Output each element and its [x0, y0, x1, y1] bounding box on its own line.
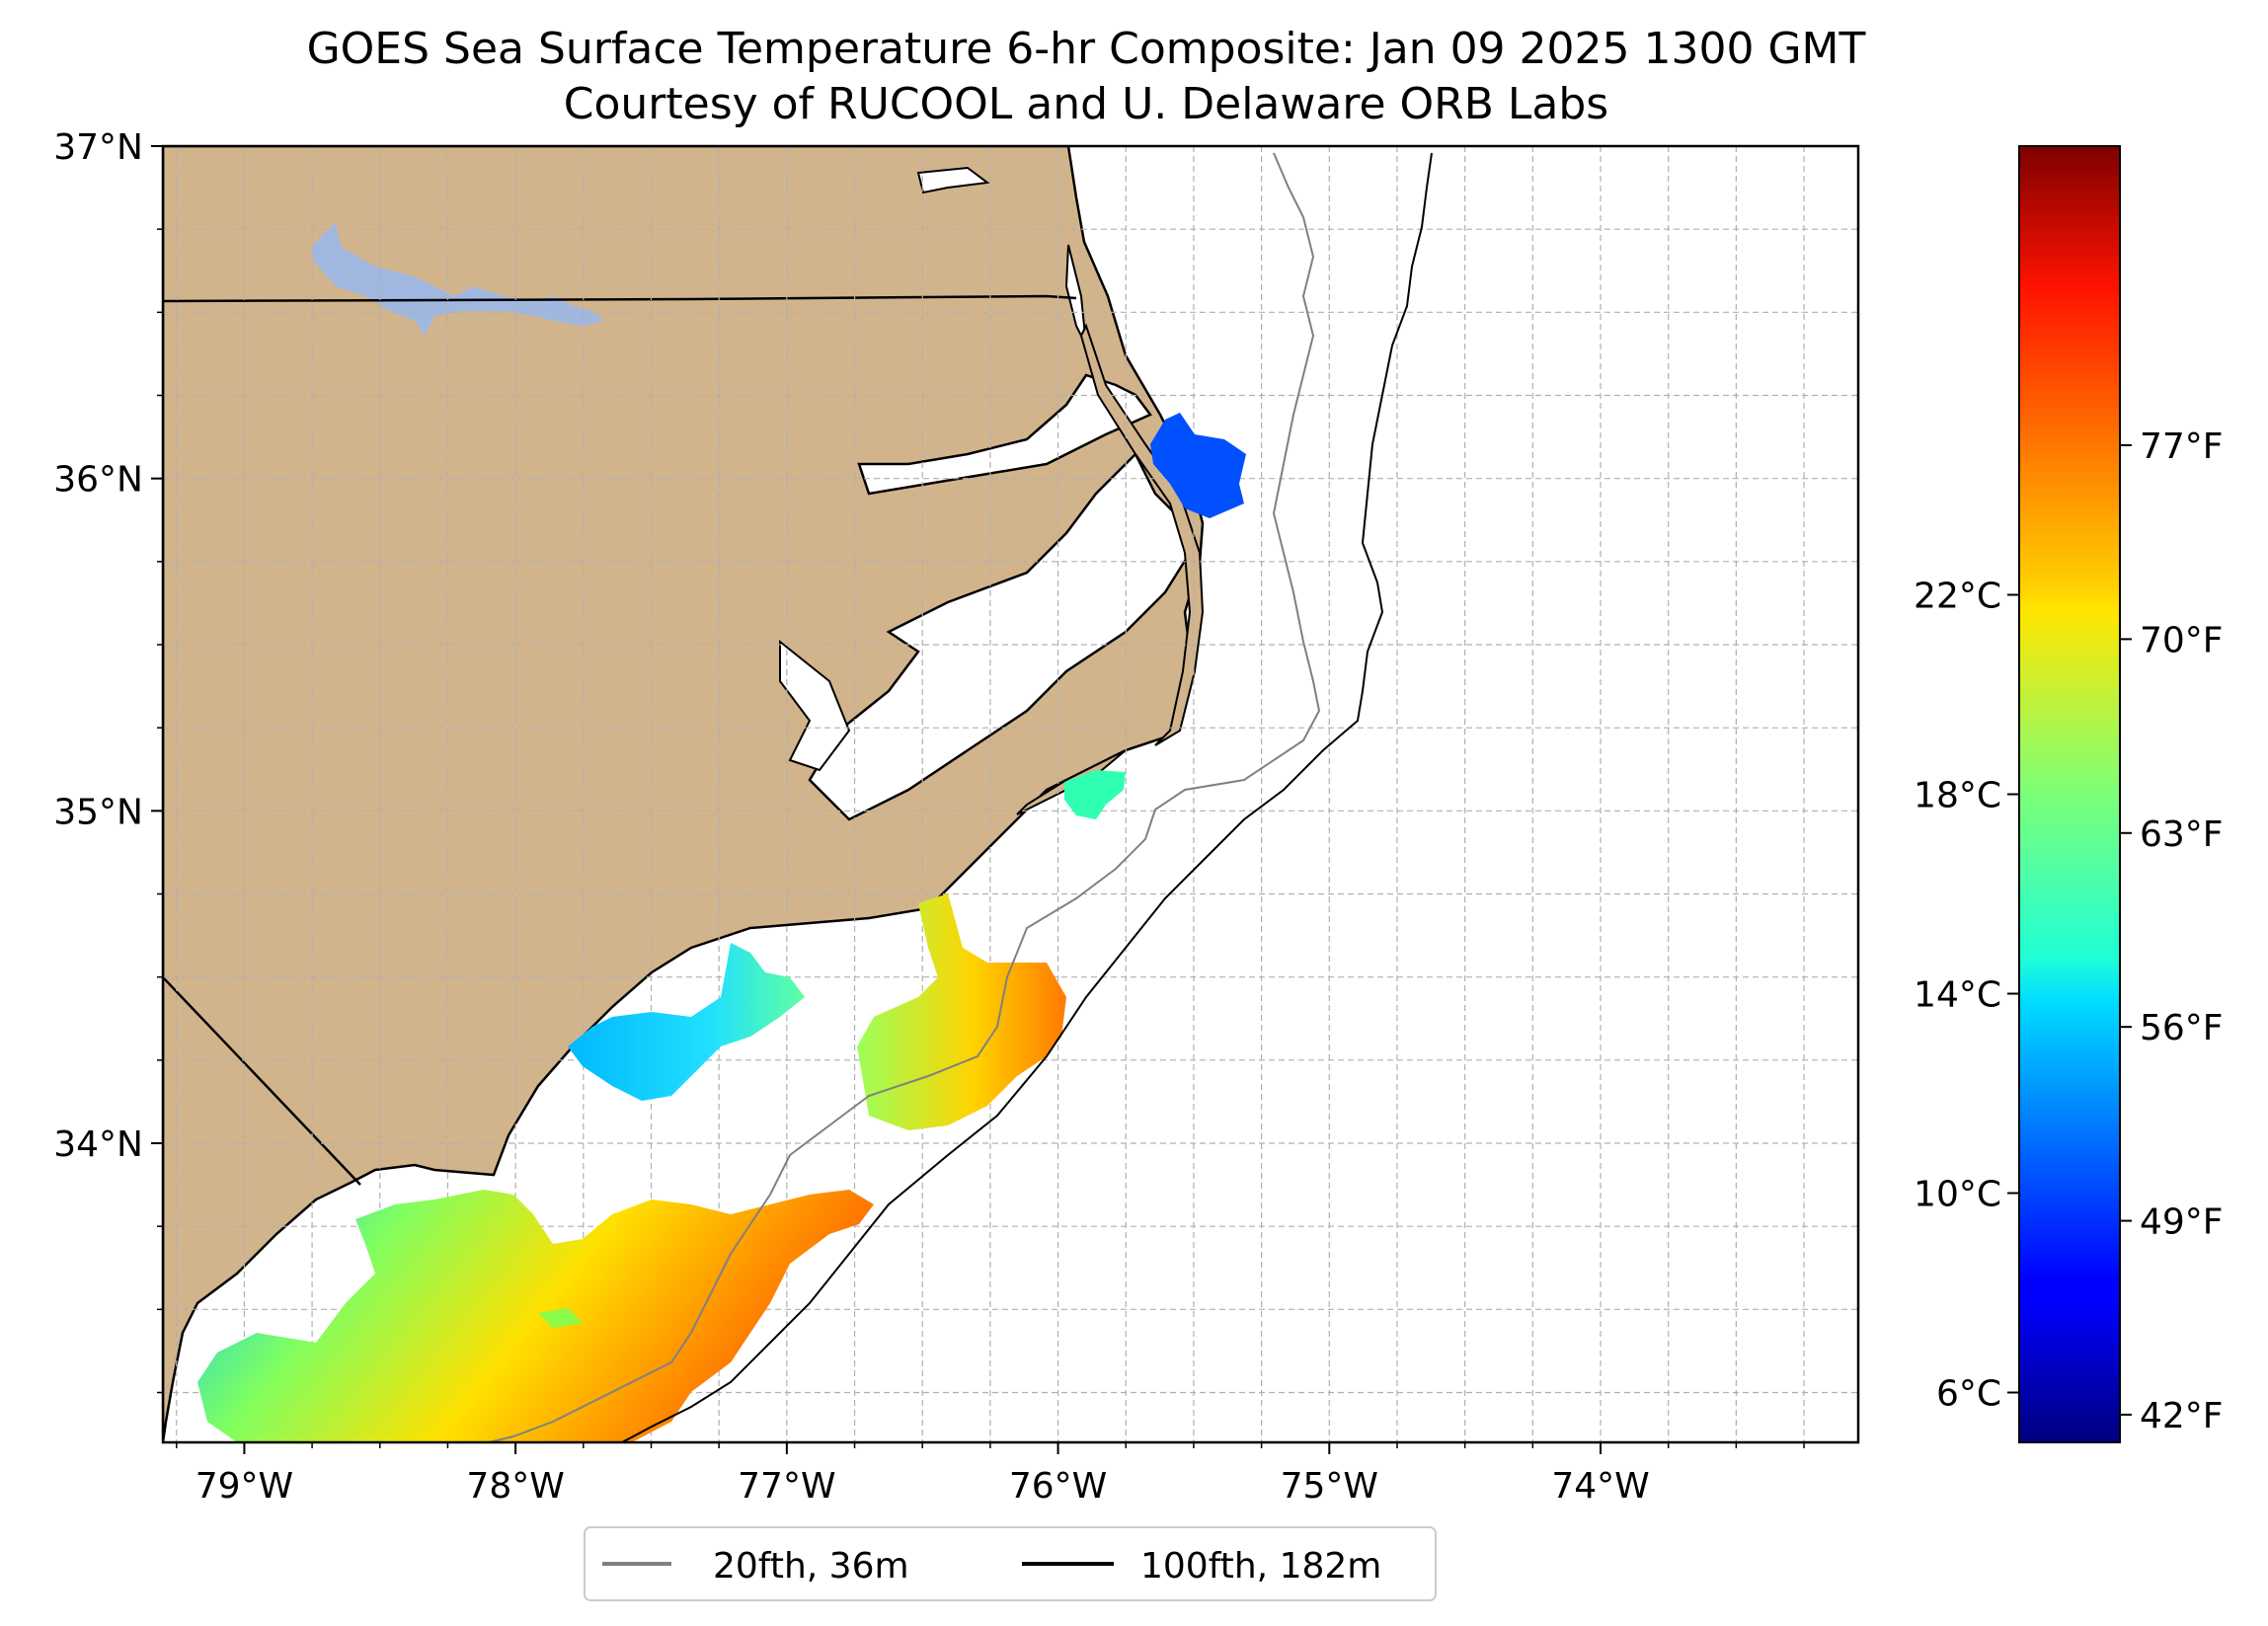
chart-subtitle: Courtesy of RUCOOL and U. Delaware ORB L… [563, 79, 1609, 129]
colorbar-celsius-label: 18°C [1914, 776, 2001, 816]
kerr-lake [311, 222, 604, 336]
isobath-20fth [488, 152, 1321, 1442]
sst-data [197, 413, 1246, 1442]
lon-tick-label: 78°W [466, 1466, 564, 1507]
colorbar-celsius-label: 22°C [1914, 577, 2001, 617]
colorbar-celsius-label: 14°C [1914, 975, 2001, 1016]
colorbar-celsius-axis: 6°C 10°C 14°C 18°C 22°C [1914, 577, 2019, 1415]
longitude-axis: 79°W 78°W 77°W 76°W 75°W 74°W [175, 1442, 1805, 1507]
lat-tick-label: 37°N [53, 127, 143, 168]
colorbar-fahrenheit-label: 49°F [2140, 1202, 2224, 1243]
state-border-nc-sc [163, 976, 361, 1186]
sst-patch-raleigh-bay [1064, 770, 1126, 819]
legend-label-20fth: 20fth, 36m [713, 1546, 909, 1587]
colorbar-fahrenheit-label: 77°F [2140, 426, 2224, 467]
sst-patch-hatteras-north [1150, 413, 1246, 518]
lon-tick-label: 74°W [1551, 1466, 1649, 1507]
colorbar-fahrenheit-axis: 42°F 49°F 56°F 63°F 70°F 77°F [2120, 426, 2224, 1436]
latitude-axis: 34°N 35°N 36°N 37°N [53, 127, 163, 1394]
chart-title: GOES Sea Surface Temperature 6-hr Compos… [306, 24, 1866, 74]
lon-tick-label: 76°W [1009, 1466, 1107, 1507]
sst-patch-onslow-bay-west [568, 943, 805, 1101]
lat-tick-label: 36°N [53, 460, 143, 501]
isobath-100fth [621, 152, 1433, 1442]
albemarle-sound [857, 373, 1152, 496]
legend-box [584, 1526, 1437, 1601]
colorbar-fahrenheit-label: 56°F [2140, 1008, 2224, 1048]
lat-tick-label: 35°N [53, 792, 143, 832]
lon-tick-label: 77°W [738, 1466, 835, 1507]
map-frame [161, 144, 1860, 1444]
colorbar-gradient [2018, 145, 2121, 1443]
legend: 20fth, 36m 100fth, 182m [584, 1526, 1437, 1601]
colorbar-fahrenheit-label: 42°F [2140, 1396, 2224, 1436]
sst-patch-onslow-bay-east [857, 893, 1066, 1130]
sst-patch-long-bay [197, 1190, 874, 1442]
state-border-va-nc [163, 294, 1077, 303]
colorbar: 6°C 10°C 14°C 18°C 22°C 42°F 49°F 56°F 63°F 70°F… [1914, 145, 2224, 1443]
river-neuse [779, 639, 851, 772]
lon-tick-label: 79°W [196, 1466, 293, 1507]
colorbar-celsius-label: 6°C [1936, 1374, 2001, 1415]
sst-patch-offshore-south [538, 1308, 583, 1328]
colorbar-celsius-label: 10°C [1914, 1175, 2001, 1215]
legend-label-100fth: 100fth, 182m [1140, 1546, 1381, 1587]
map-area [163, 146, 1858, 1442]
colorbar-fahrenheit-label: 70°F [2140, 620, 2224, 660]
colorbar-fahrenheit-label: 63°F [2140, 814, 2224, 855]
lat-tick-label: 34°N [53, 1124, 143, 1165]
lon-tick-label: 75°W [1281, 1466, 1378, 1507]
